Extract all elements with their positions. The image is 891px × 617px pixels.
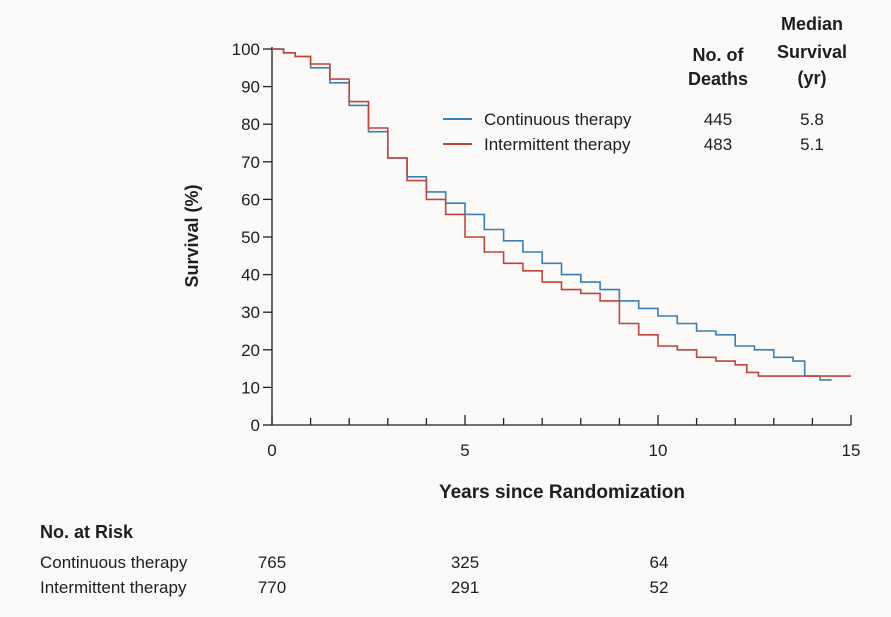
survival-chart: 0 10 20 30 40 50 60 70 80 90 100 0 5 10 15 Survival (… bbox=[182, 14, 860, 503]
at-risk-label: Intermittent therapy bbox=[40, 578, 187, 597]
legend-header-median-line3: (yr) bbox=[797, 68, 826, 88]
y-tick-label: 50 bbox=[241, 228, 260, 247]
legend-header-deaths-line2: Deaths bbox=[688, 69, 748, 89]
y-tick-label: 80 bbox=[241, 115, 260, 134]
series-layer bbox=[272, 48, 851, 381]
y-axis-label: Survival (%) bbox=[182, 184, 202, 287]
x-axis: 0 5 10 15 bbox=[267, 415, 860, 460]
legend-deaths-continuous: 445 bbox=[704, 110, 732, 129]
at-risk-label: Continuous therapy bbox=[40, 553, 188, 572]
at-risk-value: 291 bbox=[450, 578, 480, 597]
at-risk-title: No. at Risk bbox=[40, 522, 134, 542]
y-tick-label: 90 bbox=[241, 78, 260, 97]
at-risk-value: 52 bbox=[649, 578, 669, 597]
x-tick-label: 10 bbox=[649, 441, 668, 460]
x-tick-label: 5 bbox=[460, 441, 469, 460]
x-tick-label: 15 bbox=[842, 441, 861, 460]
legend: No. of Deaths Median Survival (yr) Conti… bbox=[443, 14, 847, 154]
x-axis-label: Years since Randomization bbox=[439, 482, 685, 503]
at-risk-value: 765 bbox=[257, 553, 287, 572]
legend-median-continuous: 5.8 bbox=[800, 110, 824, 129]
y-tick-label: 60 bbox=[241, 190, 260, 209]
legend-deaths-intermittent: 483 bbox=[704, 135, 732, 154]
y-tick-label: 70 bbox=[241, 153, 260, 172]
y-tick-label: 10 bbox=[241, 378, 260, 397]
at-risk-value: 64 bbox=[649, 553, 669, 572]
x-tick-label: 0 bbox=[267, 441, 276, 460]
y-tick-label: 100 bbox=[232, 40, 260, 59]
legend-header-median-line1: Median bbox=[781, 14, 843, 34]
legend-header-deaths-line1: No. of bbox=[693, 45, 745, 65]
legend-label-intermittent: Intermittent therapy bbox=[484, 135, 631, 154]
legend-header-median-line2: Survival bbox=[777, 42, 847, 62]
series-line-intermittent bbox=[272, 48, 851, 377]
y-tick-label: 30 bbox=[241, 303, 260, 322]
at-risk-value: 325 bbox=[450, 553, 480, 572]
y-tick-label: 20 bbox=[241, 341, 260, 360]
y-tick-label: 40 bbox=[241, 266, 260, 285]
legend-label-continuous: Continuous therapy bbox=[484, 110, 632, 129]
legend-median-intermittent: 5.1 bbox=[800, 135, 824, 154]
y-axis: 0 10 20 30 40 50 60 70 80 90 100 bbox=[232, 40, 273, 435]
series-line-continuous bbox=[272, 48, 832, 381]
y-tick-label: 0 bbox=[251, 416, 260, 435]
at-risk-value: 770 bbox=[257, 578, 287, 597]
